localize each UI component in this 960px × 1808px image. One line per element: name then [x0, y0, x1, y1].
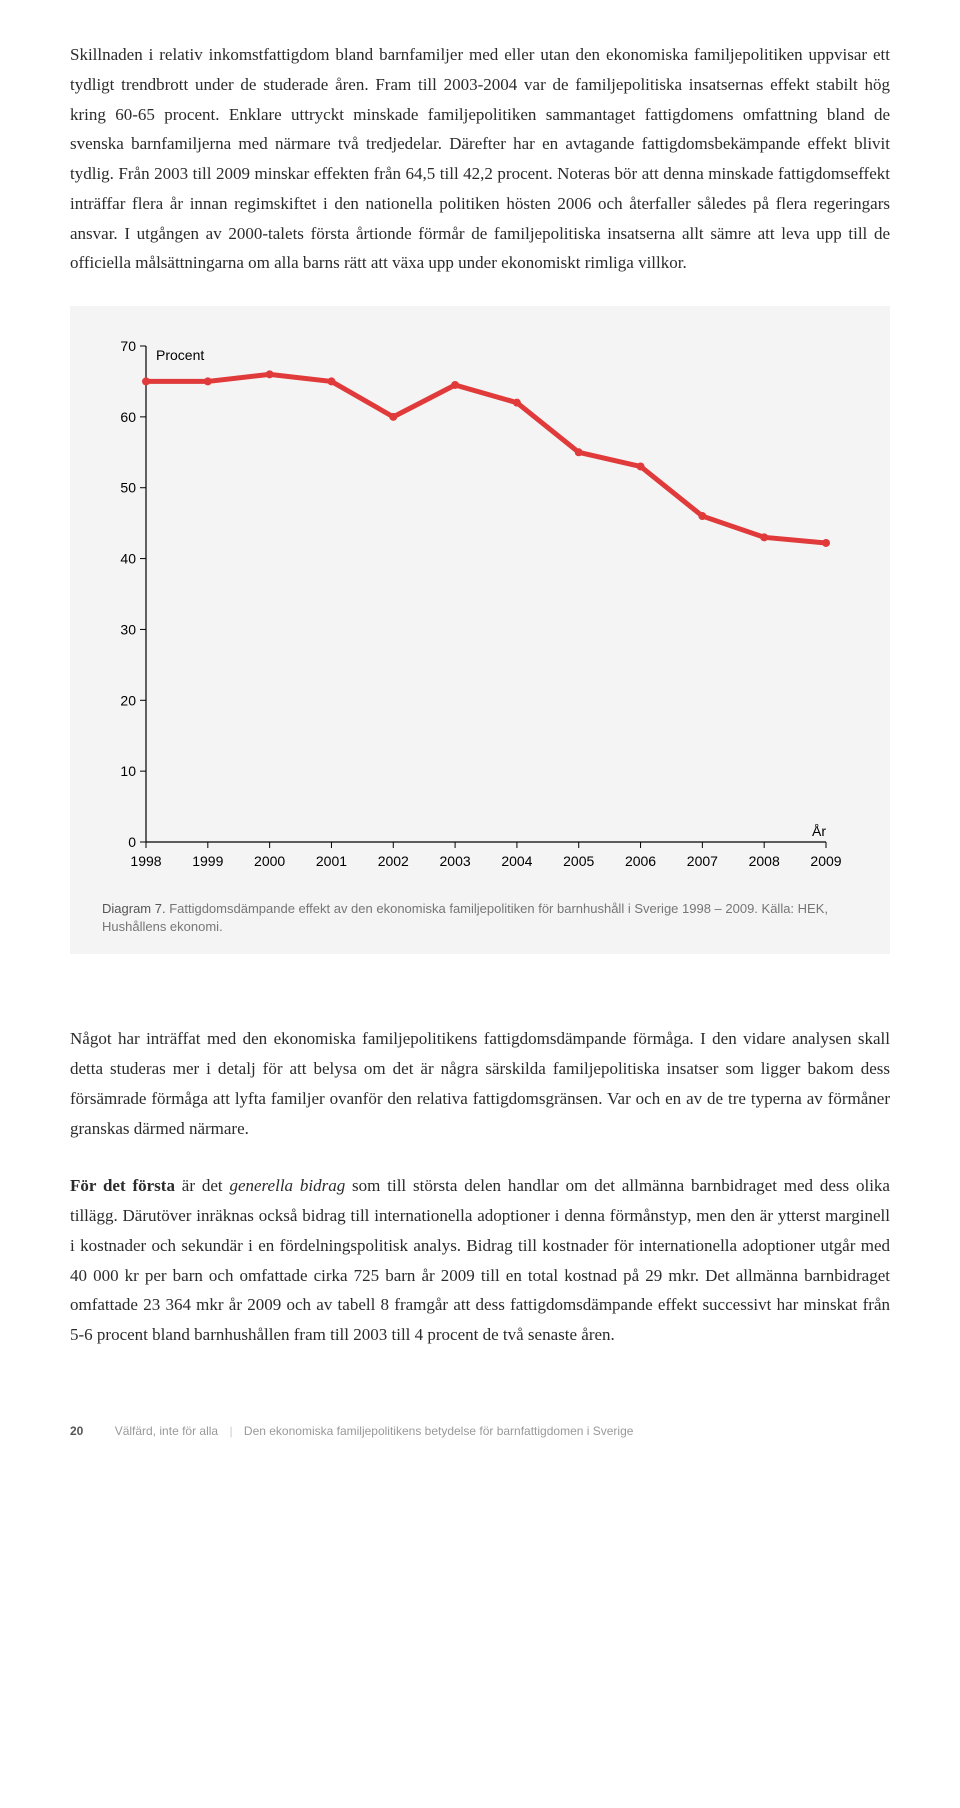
svg-text:0: 0 [128, 834, 136, 850]
svg-text:50: 50 [120, 480, 136, 496]
footer-left: Välfärd, inte för alla [115, 1424, 218, 1438]
svg-text:10: 10 [120, 763, 136, 779]
svg-text:60: 60 [120, 409, 136, 425]
svg-text:2009: 2009 [810, 853, 841, 869]
svg-text:2004: 2004 [501, 853, 532, 869]
svg-text:1999: 1999 [192, 853, 223, 869]
svg-text:2008: 2008 [749, 853, 780, 869]
svg-text:2000: 2000 [254, 853, 285, 869]
svg-text:1998: 1998 [130, 853, 161, 869]
svg-text:2002: 2002 [378, 853, 409, 869]
caption-lead: Diagram 7. [102, 901, 166, 916]
paragraph-3: För det första är det generella bidrag s… [70, 1171, 890, 1350]
p3-italic: generella bidrag [229, 1176, 345, 1195]
svg-text:20: 20 [120, 692, 136, 708]
svg-text:Procent: Procent [156, 347, 204, 363]
chart-caption: Diagram 7. Fattigdomsdämpande effekt av … [102, 900, 858, 936]
svg-text:2005: 2005 [563, 853, 594, 869]
svg-text:40: 40 [120, 551, 136, 567]
p3-rest: som till största delen handlar om det al… [70, 1176, 890, 1344]
p3-bold: För det första [70, 1176, 175, 1195]
chart-container: 0 10 20 30 40 50 60 70 1998 1999 2000 2001 2002 2003 2… [70, 306, 890, 954]
svg-text:2001: 2001 [316, 853, 347, 869]
svg-text:2006: 2006 [625, 853, 656, 869]
p3-mid1: är det [175, 1176, 230, 1195]
footer-separator: | [229, 1424, 232, 1438]
svg-text:2003: 2003 [440, 853, 471, 869]
paragraph-1: Skillnaden i relativ inkomstfattigdom bl… [70, 40, 890, 278]
svg-text:70: 70 [120, 338, 136, 354]
page-footer: 20 Välfärd, inte för alla | Den ekonomis… [70, 1410, 890, 1438]
footer-right: Den ekonomiska familjepolitikens betydel… [244, 1424, 634, 1438]
svg-text:2007: 2007 [687, 853, 718, 869]
svg-text:30: 30 [120, 621, 136, 637]
caption-text: Fattigdomsdämpande effekt av den ekonomi… [102, 901, 828, 934]
page-number: 20 [70, 1424, 83, 1438]
svg-text:År: År [812, 823, 826, 839]
line-chart: 0 10 20 30 40 50 60 70 1998 1999 2000 2001 2002 2003 2… [102, 330, 842, 890]
paragraph-2: Något har inträffat med den ekonomiska f… [70, 1024, 890, 1143]
